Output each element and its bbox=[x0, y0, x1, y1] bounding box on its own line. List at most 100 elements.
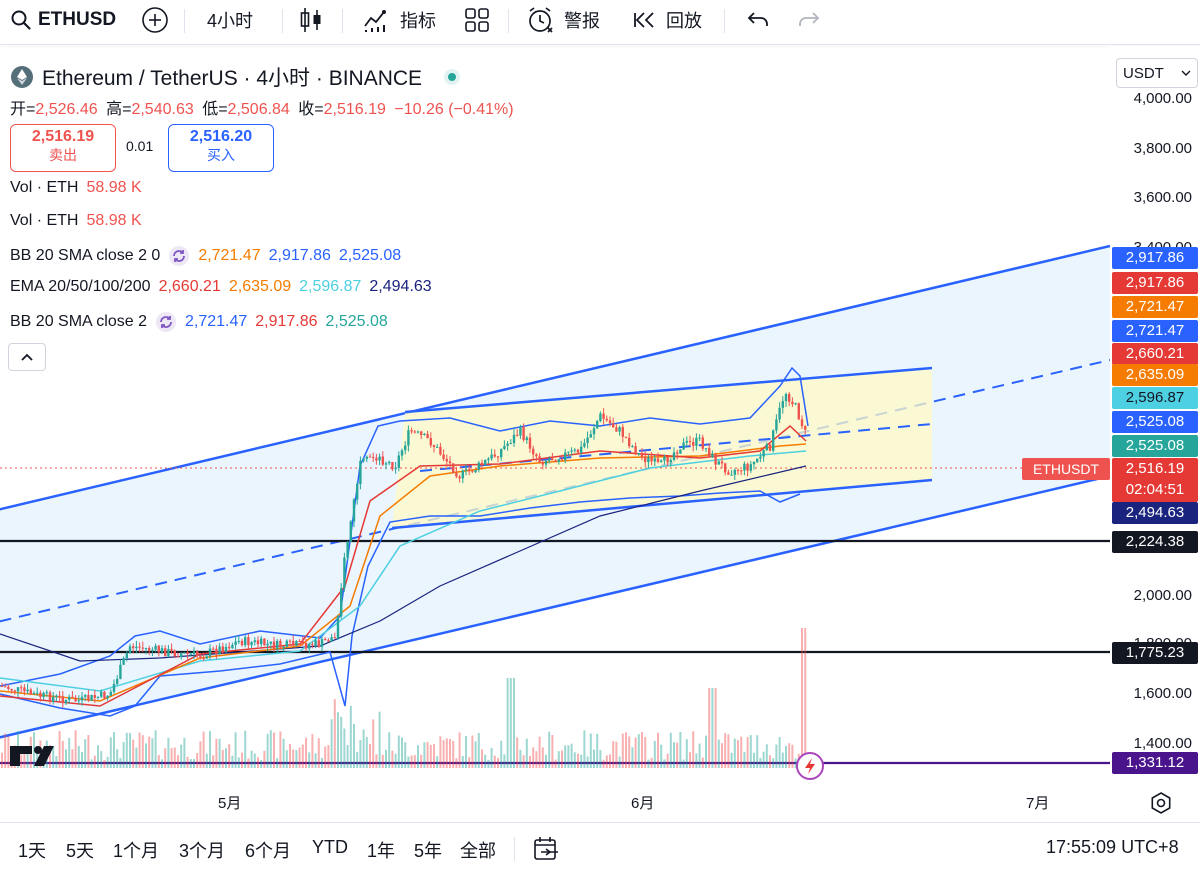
volume-bar bbox=[394, 753, 397, 768]
price-tag: 2,525.08 bbox=[1112, 411, 1198, 433]
countdown-timer: 02:04:51 bbox=[1125, 481, 1185, 498]
volume-bar bbox=[119, 757, 122, 768]
candle-body bbox=[266, 643, 269, 646]
indicators-button[interactable]: 指标 bbox=[362, 0, 436, 40]
range-1m[interactable]: 1个月 bbox=[113, 841, 160, 861]
event-lightning-icon[interactable] bbox=[796, 752, 824, 780]
candle-body bbox=[676, 452, 679, 454]
legend-row[interactable]: EMA 20/50/100/200 2,660.21 2,635.09 2,596.8… bbox=[10, 278, 432, 296]
volume-bar bbox=[423, 742, 426, 768]
candle-body bbox=[301, 641, 304, 643]
volume-bar bbox=[657, 732, 659, 768]
candle-body bbox=[103, 691, 106, 699]
candle-body bbox=[608, 420, 612, 424]
volume-bar bbox=[593, 749, 595, 768]
legend-row[interactable]: Vol · ETH 58.98 K bbox=[10, 179, 142, 197]
volume-bar bbox=[260, 759, 263, 768]
sync-icon[interactable] bbox=[155, 311, 177, 333]
clock[interactable]: 17:55:09 UTC+8 bbox=[1046, 837, 1179, 857]
range-1y[interactable]: 1年 bbox=[367, 841, 396, 861]
candle-body bbox=[173, 650, 176, 657]
range-lower-line[interactable] bbox=[391, 478, 933, 530]
volume-bar bbox=[577, 753, 579, 768]
price-tag-value: 2,494.63 bbox=[1125, 504, 1185, 521]
candle-body bbox=[762, 450, 765, 457]
price-chart[interactable] bbox=[0, 46, 1200, 821]
volume-bar bbox=[177, 755, 179, 768]
candle-body bbox=[602, 413, 605, 419]
volume-bar bbox=[359, 740, 362, 768]
alert-button[interactable]: 警报 bbox=[526, 0, 600, 40]
legend-value: 2,596.87 bbox=[299, 278, 362, 295]
candle-body bbox=[730, 474, 733, 476]
channel-lower-line[interactable] bbox=[0, 474, 1110, 742]
volume-bar bbox=[711, 688, 714, 768]
channel-upper-line[interactable] bbox=[0, 244, 1110, 514]
chart-type-button[interactable] bbox=[298, 0, 324, 40]
candle-body bbox=[695, 437, 698, 446]
volume-bar bbox=[513, 678, 515, 768]
candle-body bbox=[212, 648, 215, 650]
collapse-legend-button[interactable] bbox=[8, 343, 46, 371]
volume-bar bbox=[375, 754, 378, 768]
volume-bar bbox=[186, 756, 189, 768]
range-3m[interactable]: 3个月 bbox=[179, 841, 226, 861]
volume-bar bbox=[455, 758, 458, 768]
candle-body bbox=[333, 637, 336, 639]
volume-bar bbox=[625, 732, 627, 768]
range-1d[interactable]: 1天 bbox=[18, 841, 47, 861]
compare-symbol-button[interactable] bbox=[141, 0, 169, 40]
candle-body bbox=[352, 499, 356, 522]
symbol-search-button[interactable]: ETHUSD bbox=[10, 0, 116, 40]
price-tag-value: 2,525.08 bbox=[1125, 437, 1185, 454]
volume-bar bbox=[170, 748, 173, 768]
volume-bar bbox=[561, 750, 563, 768]
volume-bar bbox=[484, 754, 487, 768]
candle-body bbox=[618, 427, 621, 432]
volume-bar bbox=[778, 737, 781, 768]
candle-body bbox=[541, 462, 544, 465]
sell-button[interactable]: 2,516.19 卖出 bbox=[10, 124, 116, 172]
redo-button[interactable] bbox=[797, 0, 821, 40]
candle-body bbox=[365, 456, 368, 459]
interval-button[interactable]: 4小时 bbox=[207, 0, 253, 40]
volume-bar bbox=[449, 738, 451, 768]
range-upper-line[interactable] bbox=[404, 366, 933, 414]
chart-area[interactable]: Ethereum / TetherUS · 4小时 · BINANCE 开=2,… bbox=[0, 46, 1200, 821]
buy-button[interactable]: 2,516.20 买入 bbox=[168, 124, 274, 172]
candle-body bbox=[407, 430, 410, 446]
range-6m[interactable]: 6个月 bbox=[245, 841, 292, 861]
volume-bar bbox=[497, 757, 499, 768]
spread-value: 0.01 bbox=[126, 138, 154, 154]
date-range-button[interactable] bbox=[532, 835, 560, 868]
volume-bar bbox=[772, 758, 775, 768]
range-5d[interactable]: 5天 bbox=[66, 841, 95, 861]
legend-row[interactable]: BB 20 SMA close 2 2,721.47 2,917.86 2,525.0… bbox=[10, 311, 388, 333]
range-all[interactable]: 全部 bbox=[460, 841, 496, 861]
volume-bar bbox=[55, 756, 58, 768]
volume-bar bbox=[532, 747, 535, 768]
volume-bar bbox=[317, 738, 320, 768]
volume-bar bbox=[87, 735, 90, 768]
legend-value: 2,721.47 bbox=[184, 313, 248, 330]
range-ytd[interactable]: YTD bbox=[312, 837, 348, 857]
legend-row[interactable]: BB 20 SMA close 2 0 2,721.47 2,917.86 2,525… bbox=[10, 245, 401, 267]
candle-body bbox=[580, 446, 583, 453]
legend-row[interactable]: Vol · ETH 58.98 K bbox=[10, 212, 142, 230]
volume-bar bbox=[49, 745, 51, 768]
candle-body bbox=[317, 640, 320, 647]
sync-icon[interactable] bbox=[168, 245, 190, 267]
volume-bar bbox=[161, 759, 163, 768]
undo-button[interactable] bbox=[746, 0, 770, 40]
range-5y[interactable]: 5年 bbox=[414, 841, 443, 861]
interval-label: 4小时 bbox=[207, 11, 254, 31]
candle-body bbox=[772, 430, 775, 451]
volume-bar bbox=[458, 732, 461, 768]
replay-button[interactable]: 回放 bbox=[632, 0, 702, 40]
layout-button[interactable] bbox=[464, 0, 490, 40]
chart-settings-button[interactable] bbox=[1150, 792, 1172, 819]
candle-body bbox=[410, 430, 413, 432]
market-status-dot[interactable] bbox=[444, 69, 461, 85]
currency-selector[interactable]: USDT bbox=[1116, 58, 1198, 88]
time-axis[interactable]: 5月 6月 7月 bbox=[0, 784, 1110, 814]
